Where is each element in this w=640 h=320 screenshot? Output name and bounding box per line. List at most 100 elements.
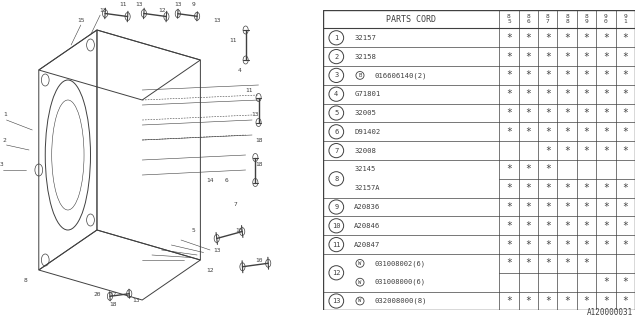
Text: *: *: [506, 89, 512, 99]
Text: *: *: [545, 89, 550, 99]
Text: *: *: [545, 52, 550, 61]
Text: *: *: [545, 259, 550, 268]
Text: *: *: [525, 89, 531, 99]
Text: 5: 5: [334, 110, 339, 116]
Text: B: B: [358, 73, 362, 78]
Text: *: *: [584, 146, 589, 156]
Text: A120000031: A120000031: [588, 308, 634, 317]
Text: *: *: [622, 296, 628, 306]
Text: *: *: [603, 146, 609, 156]
Text: 8
6: 8 6: [527, 14, 530, 24]
Text: 12: 12: [332, 270, 340, 276]
Text: 032008000(8): 032008000(8): [374, 298, 426, 304]
Text: *: *: [506, 33, 512, 43]
Text: *: *: [564, 108, 570, 118]
Text: 32145: 32145: [355, 166, 376, 172]
Text: PARTS CORD: PARTS CORD: [387, 14, 436, 23]
Text: *: *: [525, 70, 531, 80]
Text: 13: 13: [100, 7, 107, 12]
Text: *: *: [603, 296, 609, 306]
Text: *: *: [584, 108, 589, 118]
Text: 10: 10: [255, 258, 262, 262]
Text: *: *: [622, 277, 628, 287]
Text: *: *: [525, 240, 531, 250]
Text: *: *: [603, 127, 609, 137]
Text: 13: 13: [212, 18, 220, 22]
Text: 5: 5: [192, 228, 196, 233]
Text: 7: 7: [334, 148, 339, 154]
Text: *: *: [506, 240, 512, 250]
Text: *: *: [545, 127, 550, 137]
Text: *: *: [622, 70, 628, 80]
Text: *: *: [564, 33, 570, 43]
Text: *: *: [622, 127, 628, 137]
Text: 6: 6: [334, 129, 339, 135]
Text: *: *: [525, 127, 531, 137]
Text: *: *: [584, 259, 589, 268]
Text: *: *: [525, 164, 531, 174]
Text: *: *: [525, 183, 531, 193]
Text: *: *: [506, 164, 512, 174]
Text: *: *: [603, 33, 609, 43]
Text: G71801: G71801: [355, 91, 381, 97]
Text: *: *: [506, 52, 512, 61]
Text: *: *: [545, 164, 550, 174]
Text: *: *: [545, 108, 550, 118]
Text: *: *: [564, 89, 570, 99]
Text: A20836: A20836: [355, 204, 381, 210]
Text: *: *: [564, 70, 570, 80]
Text: *: *: [525, 33, 531, 43]
Text: *: *: [603, 240, 609, 250]
Text: *: *: [545, 296, 550, 306]
Text: *: *: [622, 202, 628, 212]
Text: 18: 18: [109, 302, 117, 308]
Text: *: *: [584, 221, 589, 231]
Text: 1: 1: [334, 35, 339, 41]
Text: 13: 13: [135, 3, 143, 7]
Text: 9
0: 9 0: [604, 14, 608, 24]
Text: *: *: [506, 221, 512, 231]
Text: 9: 9: [192, 3, 196, 7]
Text: *: *: [545, 33, 550, 43]
Text: 10: 10: [236, 228, 243, 233]
Text: *: *: [622, 221, 628, 231]
Text: W: W: [358, 299, 362, 303]
Text: *: *: [525, 221, 531, 231]
Text: A20846: A20846: [355, 223, 381, 229]
Text: 12: 12: [206, 268, 214, 273]
Text: *: *: [584, 52, 589, 61]
Text: W: W: [358, 280, 362, 285]
Text: *: *: [603, 221, 609, 231]
Text: *: *: [603, 70, 609, 80]
Text: 4: 4: [334, 91, 339, 97]
Text: 8
9: 8 9: [584, 14, 588, 24]
Text: *: *: [564, 296, 570, 306]
Text: 6: 6: [225, 178, 228, 182]
Text: *: *: [603, 108, 609, 118]
Text: 13: 13: [252, 113, 259, 117]
Text: *: *: [622, 89, 628, 99]
Text: *: *: [584, 89, 589, 99]
Text: *: *: [506, 202, 512, 212]
Text: *: *: [545, 70, 550, 80]
Text: *: *: [506, 296, 512, 306]
Text: 8
7: 8 7: [546, 14, 550, 24]
Text: *: *: [584, 202, 589, 212]
Text: *: *: [584, 33, 589, 43]
Text: 18: 18: [255, 163, 262, 167]
Text: *: *: [564, 259, 570, 268]
Text: *: *: [525, 52, 531, 61]
Text: *: *: [525, 296, 531, 306]
Text: *: *: [584, 70, 589, 80]
Text: *: *: [584, 240, 589, 250]
Text: *: *: [564, 202, 570, 212]
Text: 11: 11: [119, 3, 127, 7]
Text: *: *: [603, 183, 609, 193]
Text: 32005: 32005: [355, 110, 376, 116]
Text: 32157A: 32157A: [355, 185, 380, 191]
Text: 13: 13: [332, 298, 340, 304]
Text: *: *: [545, 221, 550, 231]
Text: 031008002(6): 031008002(6): [374, 260, 425, 267]
Text: *: *: [584, 296, 589, 306]
Text: *: *: [622, 33, 628, 43]
